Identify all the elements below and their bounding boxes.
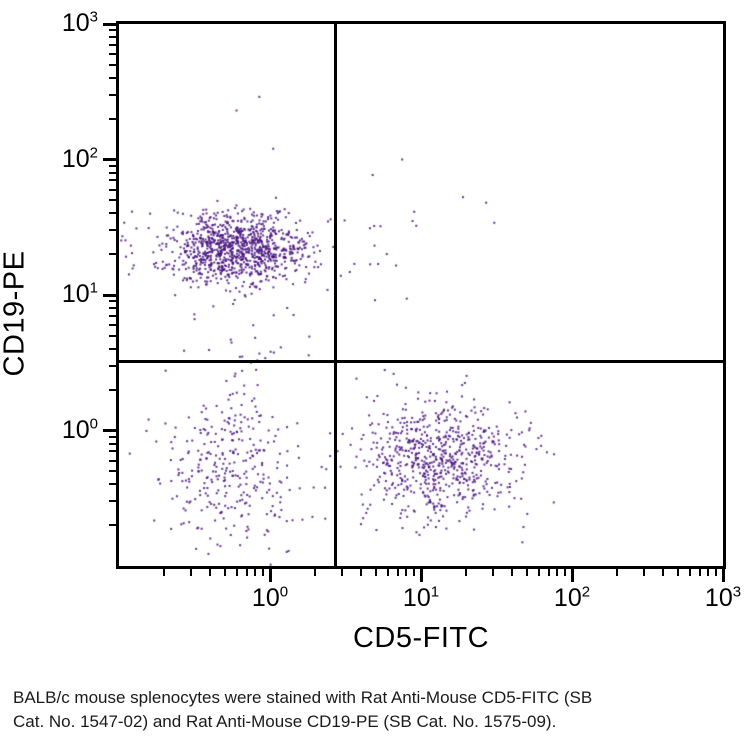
y-axis-minor-tick xyxy=(109,164,116,167)
x-axis-minor-tick xyxy=(163,569,166,576)
x-axis-minor-tick xyxy=(661,569,664,576)
x-axis-minor-tick xyxy=(698,569,701,576)
x-axis-minor-tick xyxy=(715,569,718,576)
y-axis-minor-tick xyxy=(109,314,116,317)
y-axis-minor-tick xyxy=(109,199,116,202)
x-axis-minor-tick xyxy=(688,569,691,576)
y-axis-tick-label: 103 xyxy=(61,8,98,37)
x-axis-minor-tick xyxy=(413,569,416,576)
y-axis-minor-tick xyxy=(109,442,116,445)
x-axis-minor-tick xyxy=(341,569,344,576)
x-axis-minor-tick xyxy=(525,569,528,576)
y-axis-minor-tick xyxy=(109,36,116,39)
x-axis-minor-tick xyxy=(616,569,619,576)
y-axis-minor-tick xyxy=(109,500,116,503)
y-axis-minor-tick xyxy=(109,53,116,56)
y-axis-minor-tick xyxy=(109,347,116,350)
y-axis-minor-tick xyxy=(109,364,116,367)
y-axis-minor-tick xyxy=(109,76,116,79)
y-axis-minor-tick xyxy=(109,179,116,182)
x-axis-minor-tick xyxy=(547,569,550,576)
y-axis-minor-tick xyxy=(109,300,116,303)
x-axis-tick-label: 103 xyxy=(704,583,742,612)
x-axis-major-tick xyxy=(721,569,725,582)
y-axis-minor-tick xyxy=(109,450,116,453)
y-axis-minor-tick xyxy=(109,524,116,527)
x-axis-title: CD5-FITC xyxy=(352,622,490,654)
x-axis-minor-tick xyxy=(405,569,408,576)
x-axis-minor-tick xyxy=(396,569,399,576)
x-axis-minor-tick xyxy=(223,569,226,576)
y-axis-major-tick xyxy=(103,429,116,432)
x-axis-minor-tick xyxy=(707,569,710,576)
x-axis-major-tick xyxy=(570,569,574,582)
x-axis-minor-tick xyxy=(465,569,468,576)
y-axis-minor-tick xyxy=(109,171,116,174)
y-axis-tick-label: 102 xyxy=(61,144,98,173)
x-axis-tick-label: 102 xyxy=(553,583,591,612)
y-axis-minor-tick xyxy=(109,63,116,66)
quadrant-gate-vertical-line xyxy=(334,24,337,566)
x-axis-minor-tick xyxy=(235,569,238,576)
y-axis-minor-tick xyxy=(109,483,116,486)
y-axis-minor-tick xyxy=(109,93,116,96)
y-axis-minor-tick xyxy=(109,459,116,462)
y-axis-minor-tick xyxy=(109,253,116,256)
x-axis-minor-tick xyxy=(245,569,248,576)
caption-line-1: BALB/c mouse splenocytes were stained wi… xyxy=(13,688,593,707)
y-axis-minor-tick xyxy=(109,388,116,391)
y-axis-title: CD19-PE xyxy=(0,250,31,377)
y-axis-minor-tick xyxy=(109,435,116,438)
y-axis-major-tick xyxy=(103,293,116,297)
x-axis-minor-tick xyxy=(314,569,317,576)
x-axis-minor-tick xyxy=(359,569,362,576)
x-axis-major-tick xyxy=(268,569,272,582)
x-axis-tick-label: 100 xyxy=(251,583,289,612)
x-axis-minor-tick xyxy=(374,569,377,576)
x-axis-minor-tick xyxy=(262,569,265,576)
plot-area xyxy=(116,21,726,569)
y-axis-minor-tick xyxy=(109,334,116,337)
y-axis-major-tick xyxy=(103,158,116,161)
y-axis-minor-tick xyxy=(109,43,116,46)
y-axis-minor-tick xyxy=(109,229,116,232)
figure-caption: BALB/c mouse splenocytes were stained wi… xyxy=(13,686,592,734)
x-axis-minor-tick xyxy=(556,569,559,576)
y-axis-minor-tick xyxy=(109,29,116,32)
quadrant-gate-horizontal-line xyxy=(119,360,723,363)
y-axis-minor-tick xyxy=(109,307,116,310)
scatter-dots-canvas xyxy=(119,24,723,566)
x-axis-minor-tick xyxy=(676,569,679,576)
y-axis-tick-label: 101 xyxy=(61,279,98,308)
y-axis-minor-tick xyxy=(109,212,116,215)
y-axis-major-tick xyxy=(103,22,116,26)
x-axis-minor-tick xyxy=(254,569,257,576)
x-axis-minor-tick xyxy=(564,569,567,576)
y-axis-minor-tick xyxy=(109,117,116,120)
y-axis-minor-tick xyxy=(109,188,116,191)
x-axis-minor-tick xyxy=(510,569,513,576)
caption-line-2: Cat. No. 1547-02) and Rat Anti-Mouse CD1… xyxy=(13,712,557,731)
y-axis-minor-tick xyxy=(109,470,116,473)
x-axis-minor-tick xyxy=(208,569,211,576)
x-axis-minor-tick xyxy=(537,569,540,576)
x-axis-minor-tick xyxy=(643,569,646,576)
x-axis-minor-tick xyxy=(190,569,193,576)
y-axis-minor-tick xyxy=(109,324,116,327)
x-axis-tick-label: 101 xyxy=(402,583,440,612)
x-axis-minor-tick xyxy=(492,569,495,576)
x-axis-minor-tick xyxy=(386,569,389,576)
y-axis-tick-label: 100 xyxy=(61,415,98,444)
x-axis-major-tick xyxy=(419,569,423,582)
